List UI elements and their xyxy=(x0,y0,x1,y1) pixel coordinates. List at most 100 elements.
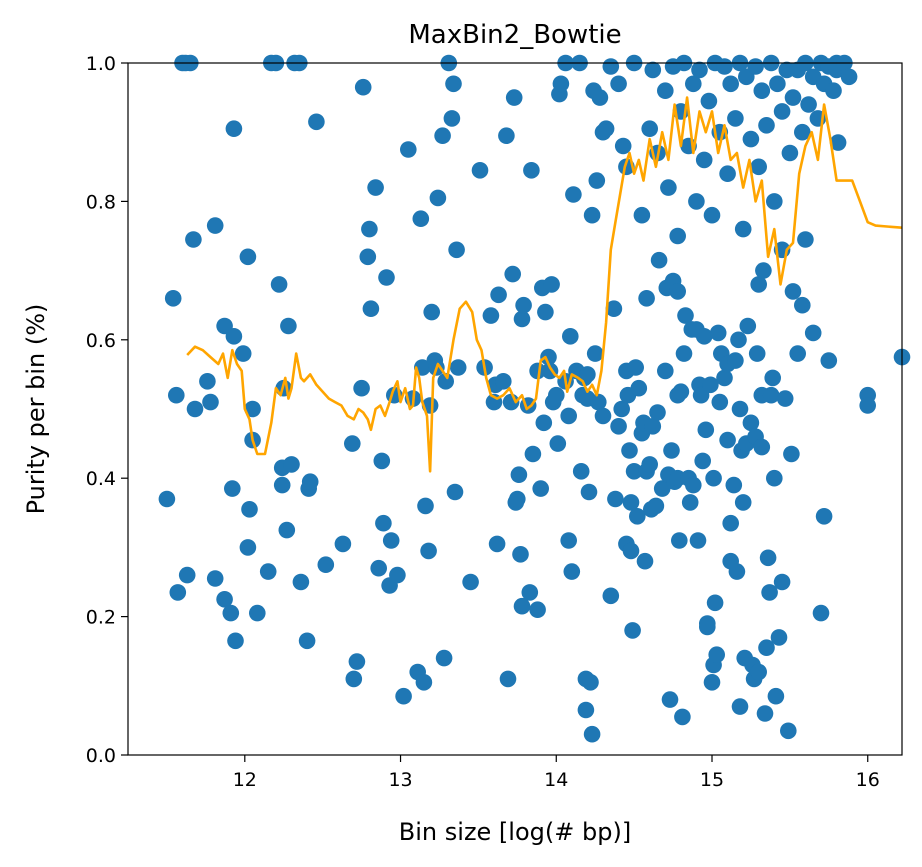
data-point xyxy=(657,362,674,380)
data-point xyxy=(513,597,531,615)
data-point xyxy=(815,508,833,525)
data-point xyxy=(644,61,662,79)
y-tick-label: 0.4 xyxy=(86,468,116,490)
data-point xyxy=(722,514,739,532)
data-point xyxy=(448,241,465,259)
y-tick-label: 0.6 xyxy=(86,330,116,352)
data-point xyxy=(164,290,182,307)
data-point xyxy=(222,604,240,622)
data-point xyxy=(270,276,288,293)
data-point xyxy=(750,158,767,176)
data-point xyxy=(429,189,447,207)
data-point xyxy=(582,674,599,691)
x-tick-label: 14 xyxy=(544,769,568,791)
data-point xyxy=(529,601,546,618)
data-point xyxy=(748,345,766,362)
data-point xyxy=(610,75,627,93)
data-point xyxy=(758,117,775,134)
data-point xyxy=(681,494,699,511)
data-point xyxy=(825,82,842,99)
data-point xyxy=(562,328,579,345)
data-point xyxy=(672,383,690,401)
data-point xyxy=(750,663,767,681)
data-point xyxy=(158,490,176,508)
data-point xyxy=(361,220,378,238)
data-point xyxy=(239,539,257,556)
x-tick-label: 12 xyxy=(233,769,257,791)
data-point xyxy=(168,386,185,404)
data-point xyxy=(800,96,817,113)
data-point xyxy=(633,206,651,224)
data-point xyxy=(308,113,325,131)
data-point xyxy=(691,61,708,79)
data-point xyxy=(699,615,716,632)
data-point xyxy=(529,362,546,380)
data-point xyxy=(789,345,806,362)
data-point xyxy=(621,442,638,459)
data-point xyxy=(216,591,233,608)
data-point xyxy=(543,276,560,293)
data-point xyxy=(750,276,767,293)
data-point xyxy=(747,58,764,75)
data-point xyxy=(644,418,662,435)
data-point xyxy=(552,75,570,93)
data-point xyxy=(382,532,400,549)
data-point xyxy=(703,674,721,691)
data-point xyxy=(767,687,785,705)
data-point xyxy=(417,497,434,515)
data-point xyxy=(549,435,567,452)
data-point xyxy=(770,629,788,646)
data-point xyxy=(647,497,665,515)
data-point xyxy=(505,89,523,106)
data-point xyxy=(524,445,542,463)
y-tick-label: 0.2 xyxy=(86,607,116,629)
data-point xyxy=(602,58,620,75)
chart-title: MaxBin2_Bowtie xyxy=(408,20,621,50)
x-axis: 12 13 14 15 16 xyxy=(233,755,880,791)
data-point xyxy=(273,476,291,494)
data-point xyxy=(706,594,724,612)
data-point xyxy=(697,421,715,439)
data-point xyxy=(199,373,216,390)
data-point xyxy=(248,604,266,622)
data-point xyxy=(495,373,512,390)
data-point xyxy=(579,366,596,383)
data-point xyxy=(709,324,727,342)
data-point xyxy=(446,483,464,501)
data-point xyxy=(610,418,627,435)
data-point xyxy=(412,210,430,227)
data-point xyxy=(756,705,774,722)
data-point xyxy=(186,400,204,418)
data-point xyxy=(206,217,224,234)
data-point xyxy=(334,535,352,553)
data-point xyxy=(488,535,506,553)
data-point xyxy=(773,103,791,120)
data-point xyxy=(694,452,711,470)
data-point xyxy=(804,324,822,342)
data-point xyxy=(224,480,241,497)
data-point xyxy=(739,317,757,335)
data-point xyxy=(630,379,648,397)
data-point xyxy=(607,490,624,508)
data-point xyxy=(510,466,528,484)
data-point xyxy=(675,345,693,362)
data-point xyxy=(695,328,713,345)
data-point xyxy=(753,82,771,99)
data-point xyxy=(784,89,802,106)
data-point xyxy=(613,400,630,418)
data-point xyxy=(727,352,744,369)
data-point xyxy=(577,701,595,719)
data-point xyxy=(348,653,366,670)
data-point xyxy=(206,570,224,587)
data-point xyxy=(776,390,794,407)
data-point xyxy=(420,542,437,560)
data-point xyxy=(395,687,412,705)
data-point xyxy=(298,632,316,650)
data-point xyxy=(650,251,668,269)
data-point xyxy=(653,480,671,497)
data-point xyxy=(437,373,455,390)
data-point xyxy=(292,573,310,591)
data-point xyxy=(685,476,702,494)
data-point xyxy=(674,708,691,726)
data-point xyxy=(225,328,243,345)
